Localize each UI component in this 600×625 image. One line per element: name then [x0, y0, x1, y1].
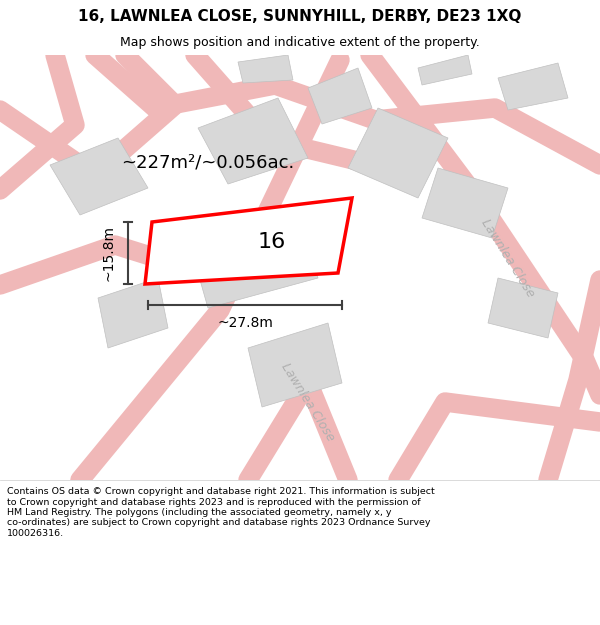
Polygon shape [498, 63, 568, 110]
Polygon shape [348, 108, 448, 198]
Text: 16: 16 [258, 232, 286, 252]
Text: 16, LAWNLEA CLOSE, SUNNYHILL, DERBY, DE23 1XQ: 16, LAWNLEA CLOSE, SUNNYHILL, DERBY, DE2… [79, 9, 521, 24]
Text: Map shows position and indicative extent of the property.: Map shows position and indicative extent… [120, 36, 480, 49]
Polygon shape [198, 98, 308, 184]
Text: ~27.8m: ~27.8m [217, 316, 273, 330]
Polygon shape [488, 278, 558, 338]
Text: Lawnlea Close: Lawnlea Close [479, 216, 537, 299]
Polygon shape [308, 68, 372, 124]
Text: ~227m²/~0.056ac.: ~227m²/~0.056ac. [121, 153, 295, 171]
Text: Lawnlea Close: Lawnlea Close [279, 361, 337, 444]
Polygon shape [50, 138, 148, 215]
Polygon shape [188, 208, 318, 308]
Text: ~15.8m: ~15.8m [101, 225, 115, 281]
Text: Contains OS data © Crown copyright and database right 2021. This information is : Contains OS data © Crown copyright and d… [7, 488, 435, 538]
Polygon shape [145, 198, 352, 284]
Polygon shape [98, 278, 168, 348]
Polygon shape [422, 168, 508, 238]
Polygon shape [248, 323, 342, 407]
Polygon shape [238, 55, 293, 83]
Polygon shape [418, 55, 472, 85]
